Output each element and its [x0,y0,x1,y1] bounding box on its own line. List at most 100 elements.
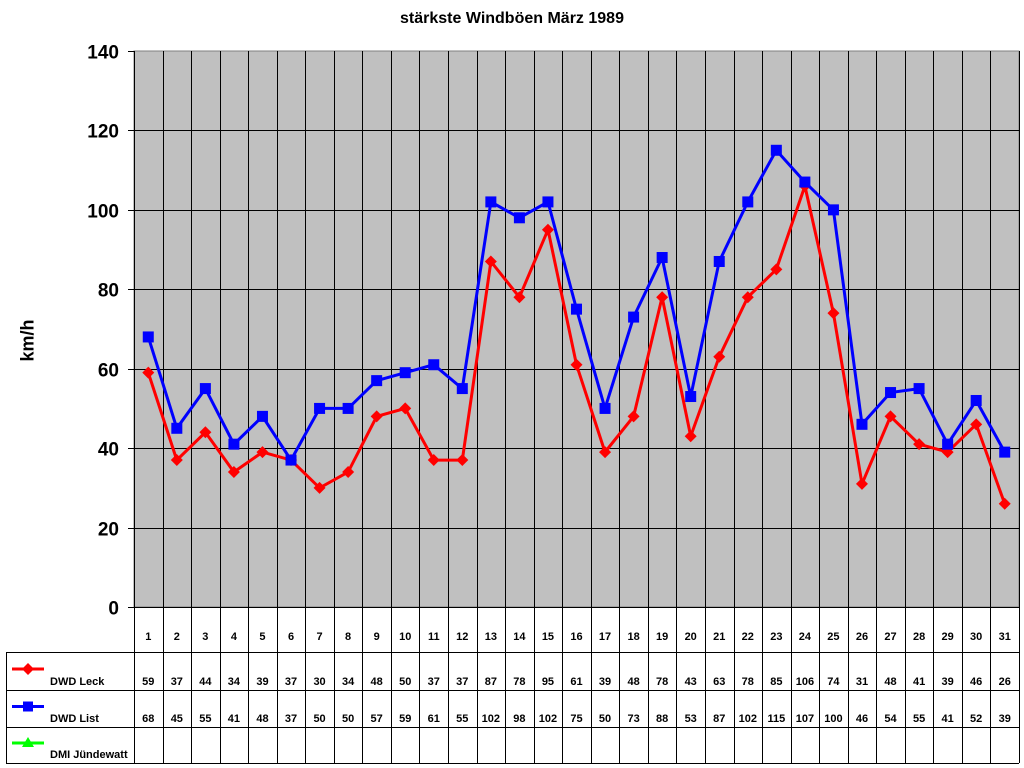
category-label: 11 [428,631,440,643]
table-cell-value: 37 [171,676,183,688]
category-label: 27 [884,631,896,643]
table-cell-value: 34 [342,676,355,688]
table-cell-value: 59 [142,676,154,688]
table-cell-value: 37 [285,676,297,688]
data-point-square [171,422,183,434]
table-cell-value: 55 [913,713,925,725]
data-point-square [713,255,725,267]
data-point-square [856,418,868,430]
table-cell-value: 106 [796,676,814,688]
y-tick-label: 0 [108,599,119,620]
data-table: 1 2 3 4 5 6 7 8 9 10 11 12 13 14 15 16 17 18 19 20 21 22 23 24 2… [6,607,1020,764]
data-point-square [456,383,468,395]
table-cell-value: 48 [371,676,383,688]
data-point-diamond [513,291,526,304]
data-point-square [942,438,954,450]
legend-label: DMI Jündewatt [50,749,128,761]
data-point-square [314,402,326,414]
data-point-diamond [170,454,183,467]
data-point-diamond [741,291,754,304]
table-cell-value: 100 [824,713,842,725]
table-cell-value: 75 [570,713,582,725]
data-point-square [685,391,697,403]
y-tick-label: 100 [87,202,119,223]
table-cell-value: 88 [656,713,668,725]
y-tick-label: 120 [87,122,119,143]
data-point-diamond [227,465,240,478]
data-point-square [542,196,554,208]
table-cell-value: 78 [742,676,754,688]
category-label: 30 [970,631,982,643]
table-cell-value: 50 [599,713,611,725]
data-point-square [485,196,497,208]
category-label: 5 [259,631,265,643]
category-label: 6 [288,631,294,643]
legend-triangle-icon [22,737,34,747]
table-cell-value: 41 [913,676,925,688]
table-cell-value: 102 [482,713,500,725]
y-tick-label: 60 [98,361,119,382]
data-point-diamond [770,263,783,276]
table-cell-value: 115 [767,713,785,725]
data-point-diamond [427,454,440,467]
data-point-diamond [627,410,640,423]
data-point-diamond [370,410,383,423]
category-label: 10 [399,631,411,643]
table-cell-value: 45 [171,713,183,725]
series-lines [142,144,1011,510]
data-point-diamond [142,366,155,379]
table-cell-value: 44 [199,676,212,688]
data-point-diamond [399,402,412,415]
category-label: 22 [742,631,754,643]
table-cell-value: 48 [627,676,639,688]
category-label: 1 [145,631,151,643]
category-label: 12 [456,631,468,643]
table-cell-value: 50 [342,713,354,725]
table-cell-value: 61 [570,676,582,688]
table-cell-value: 53 [685,713,697,725]
category-label: 9 [374,631,380,643]
data-point-square [799,176,811,188]
y-tick-label: 140 [87,43,119,64]
table-cell-value: 68 [142,713,154,725]
data-point-diamond [256,446,269,459]
data-point-square [628,311,640,323]
legend-diamond-icon [22,663,34,675]
data-point-square [256,410,268,422]
data-point-diamond [913,438,926,451]
table-cell-value: 50 [399,676,411,688]
data-point-square [199,383,211,395]
table-cell-value: 41 [942,713,954,725]
table-cell-value: 30 [313,676,325,688]
data-point-square [913,383,925,395]
table-cell-value: 78 [513,676,525,688]
chart-title: stärkste Windböen März 1989 [400,10,624,27]
data-point-square [742,196,754,208]
plot-background [133,50,1020,608]
data-point-square [428,359,440,371]
category-label: 20 [685,631,697,643]
table-cell-value: 43 [685,676,697,688]
data-point-diamond [656,291,669,304]
table-cell-value: 48 [884,676,896,688]
data-point-square [656,252,668,264]
category-label: 21 [713,631,725,643]
table-cell-value: 95 [542,676,554,688]
table-cell-value: 55 [199,713,211,725]
category-label: 25 [827,631,839,643]
table-cell-value: 102 [539,713,557,725]
y-axis: 0 20 40 60 80 100 120 140 [87,43,135,620]
table-cell-value: 39 [999,713,1011,725]
table-cell-value: 107 [796,713,814,725]
table-cell-value: 61 [428,713,440,725]
data-point-diamond [713,350,726,363]
table-cell-value: 50 [313,713,325,725]
category-label: 17 [599,631,611,643]
data-point-diamond [342,465,355,478]
data-point-square [571,303,582,315]
category-label: 3 [202,631,208,643]
legend-square-icon [23,701,33,712]
gridlines [134,51,1020,607]
category-label: 26 [856,631,868,643]
